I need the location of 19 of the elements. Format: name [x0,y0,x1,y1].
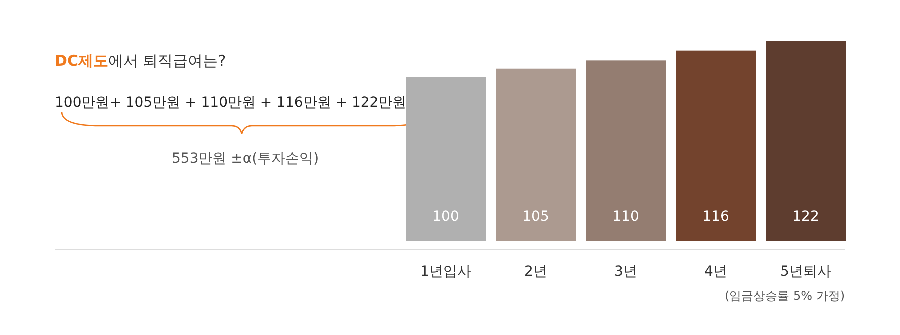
x-tick-label: 5년퇴사 [780,264,832,280]
bar [406,77,486,241]
bar [496,68,576,241]
x-tick-label: 2년 [524,264,548,280]
bar [676,50,756,241]
data-label: 105 [522,209,550,225]
x-tick-label: 3년 [614,264,638,280]
data-label: 100 [432,209,460,225]
text: 553만원 ±α(투자손익) [172,151,320,167]
bar [586,60,666,241]
text: DC제도에서 퇴직급여는? [55,52,226,70]
data-label: 110 [612,209,640,225]
data-label: 122 [792,209,820,225]
data-label: 116 [702,209,730,225]
x-tick-label: 1년입사 [420,264,472,280]
text: (임금상승률 5% 가정) [724,289,845,303]
bar [766,41,846,241]
annotation: 100만원+ 105만원 + 110만원 + 116만원 + 122만원 [55,95,407,111]
x-tick-label: 4년 [704,264,728,280]
